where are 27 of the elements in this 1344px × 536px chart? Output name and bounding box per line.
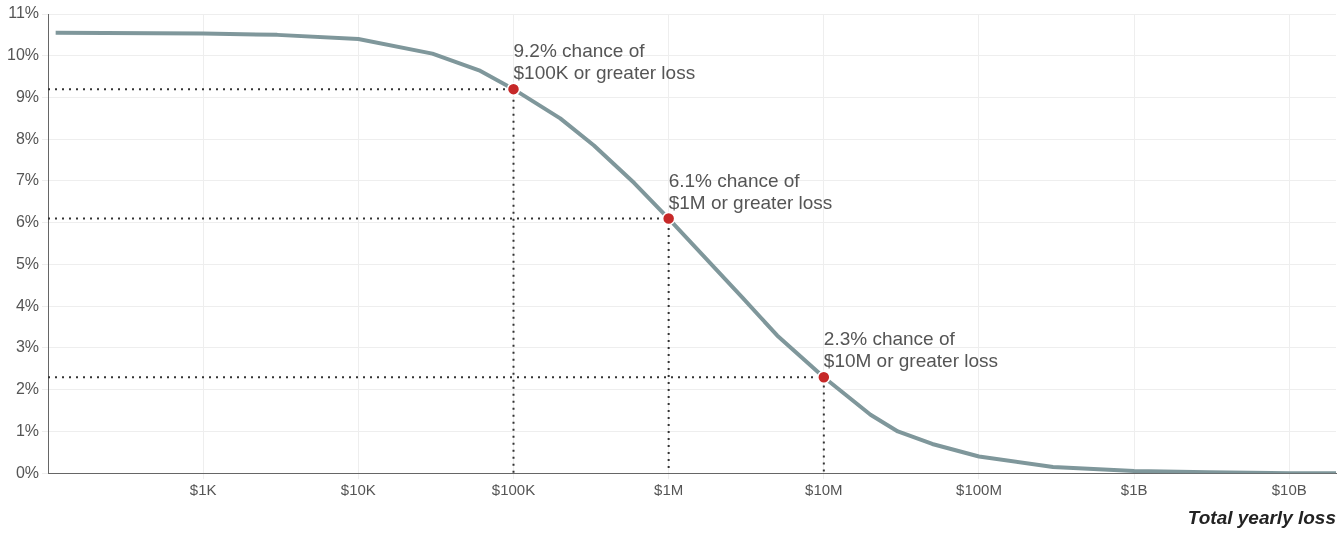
annotation: 9.2% chance of $100K or greater loss bbox=[513, 40, 696, 84]
x-tick-label: $1K bbox=[189, 481, 217, 499]
y-tick-label: 10% bbox=[6, 46, 40, 64]
x-tick-label: $10K bbox=[340, 481, 376, 499]
annotation: 6.1% chance of $1M or greater loss bbox=[668, 169, 833, 213]
y-tick-label: 6% bbox=[15, 213, 40, 231]
point bbox=[506, 82, 521, 96]
x-axis-title: Total yearly loss bbox=[1187, 506, 1336, 528]
x-tick-label: $100M bbox=[956, 481, 1002, 499]
annotation: 2.3% chance of $10M or greater loss bbox=[823, 328, 999, 372]
y-tick-label: 9% bbox=[15, 87, 40, 105]
x-tick-label: $10B bbox=[1271, 481, 1307, 499]
point bbox=[661, 211, 676, 226]
y-tick-label: 11% bbox=[8, 4, 40, 22]
y-tick-label: 2% bbox=[15, 380, 40, 398]
x-tick-label: $10M bbox=[805, 481, 843, 499]
y-tick-label: 5% bbox=[15, 254, 40, 272]
point bbox=[817, 370, 831, 384]
y-tick-label: 0% bbox=[15, 463, 40, 481]
x-tick-label: $100K bbox=[491, 481, 536, 499]
x-tick-label: $1M bbox=[654, 481, 684, 499]
y-tick-label: 7% bbox=[15, 171, 40, 189]
y-tick-label: 1% bbox=[15, 421, 40, 439]
y-tick-label: 8% bbox=[15, 129, 40, 147]
y-tick-label: 4% bbox=[15, 296, 40, 314]
y-tick-label: 3% bbox=[15, 338, 40, 356]
x-tick-label: $1B bbox=[1120, 481, 1148, 499]
